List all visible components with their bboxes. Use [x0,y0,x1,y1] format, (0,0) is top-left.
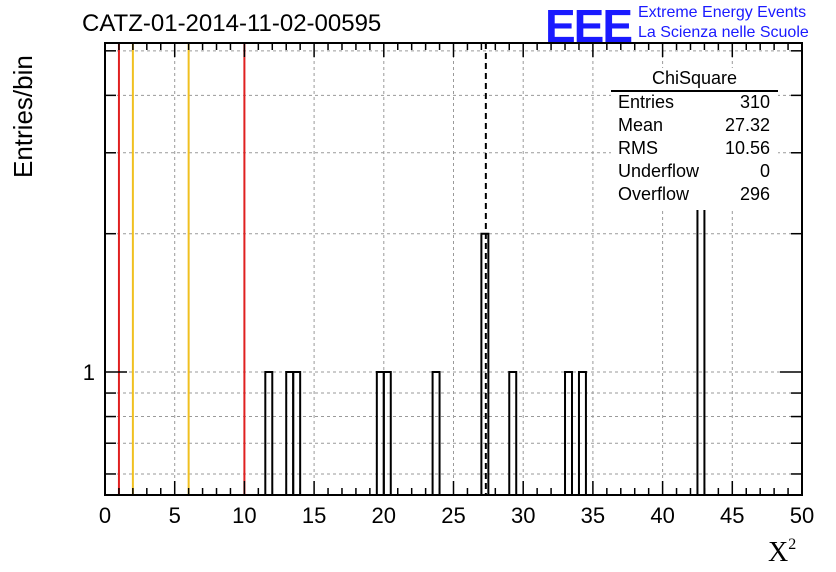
stats-value: 296 [739,184,770,204]
stats-key: Mean [618,115,664,135]
histogram-bin [375,371,385,495]
stats-key: Underflow [618,161,700,181]
x-tick-label: 25 [441,503,465,528]
chart-title: CATZ-01-2014-11-02-00595 [82,10,382,37]
x-axis-label-base: X [768,537,789,568]
logo-line-1: Extreme Energy Events [638,4,807,21]
y-axis-label: Entries/bin [8,55,38,178]
stats-title: ChiSquare [651,68,738,88]
stats-value: 27.32 [724,115,770,135]
grid-lines [105,43,802,495]
x-tick-label: 5 [169,503,181,528]
stats-title-underline [611,90,778,92]
stats-value: 310 [739,92,770,112]
stats-row-entries: Entries 310 [618,92,770,114]
stats-row-rms: RMS 10.56 [618,138,770,160]
x-tick-label: 10 [232,503,256,528]
x-axis-label: X2 [768,536,796,569]
histogram-bin [285,371,295,495]
stats-row-underflow: Underflow 0 [618,161,770,183]
histogram-bin [431,371,441,495]
axis-ticks [104,43,803,495]
x-tick-label: 50 [790,503,814,528]
y-tick-label: 1 [83,360,95,385]
logo-line-2: La Scienza nelle Scuole [638,24,809,41]
histogram-bin [564,371,573,495]
x-axis-label-superscript: 2 [788,536,797,553]
x-tick-label: 35 [581,503,605,528]
x-tick-label: 40 [650,503,674,528]
histogram-bin [382,371,392,495]
x-tick-label: 30 [511,503,535,528]
x-tick-label: 0 [99,503,111,528]
stats-row-overflow: Overflow 296 [618,184,770,206]
histogram-bin [264,371,274,495]
x-tick-label: 15 [302,503,326,528]
stats-value: 0 [759,161,770,181]
histogram-bin [292,371,302,495]
stats-row-mean: Mean 27.32 [618,115,770,137]
histogram-bin [508,371,518,495]
stats-box: ChiSquare Entries 310 Mean 27.32 RMS 10.56 … [611,68,778,210]
x-tick-label: 20 [372,503,396,528]
eee-logo: EEE [545,0,633,52]
stats-value: 10.56 [724,138,770,158]
stats-key: Entries [618,92,675,112]
axis-tick-labels: 0 5 10 15 20 25 30 35 40 45 50 1 [83,360,814,528]
x-tick-label: 45 [720,503,744,528]
stats-key: Overflow [618,184,690,204]
reference-lines [117,43,487,495]
histogram-bin [577,371,587,495]
stats-key: RMS [618,138,658,158]
